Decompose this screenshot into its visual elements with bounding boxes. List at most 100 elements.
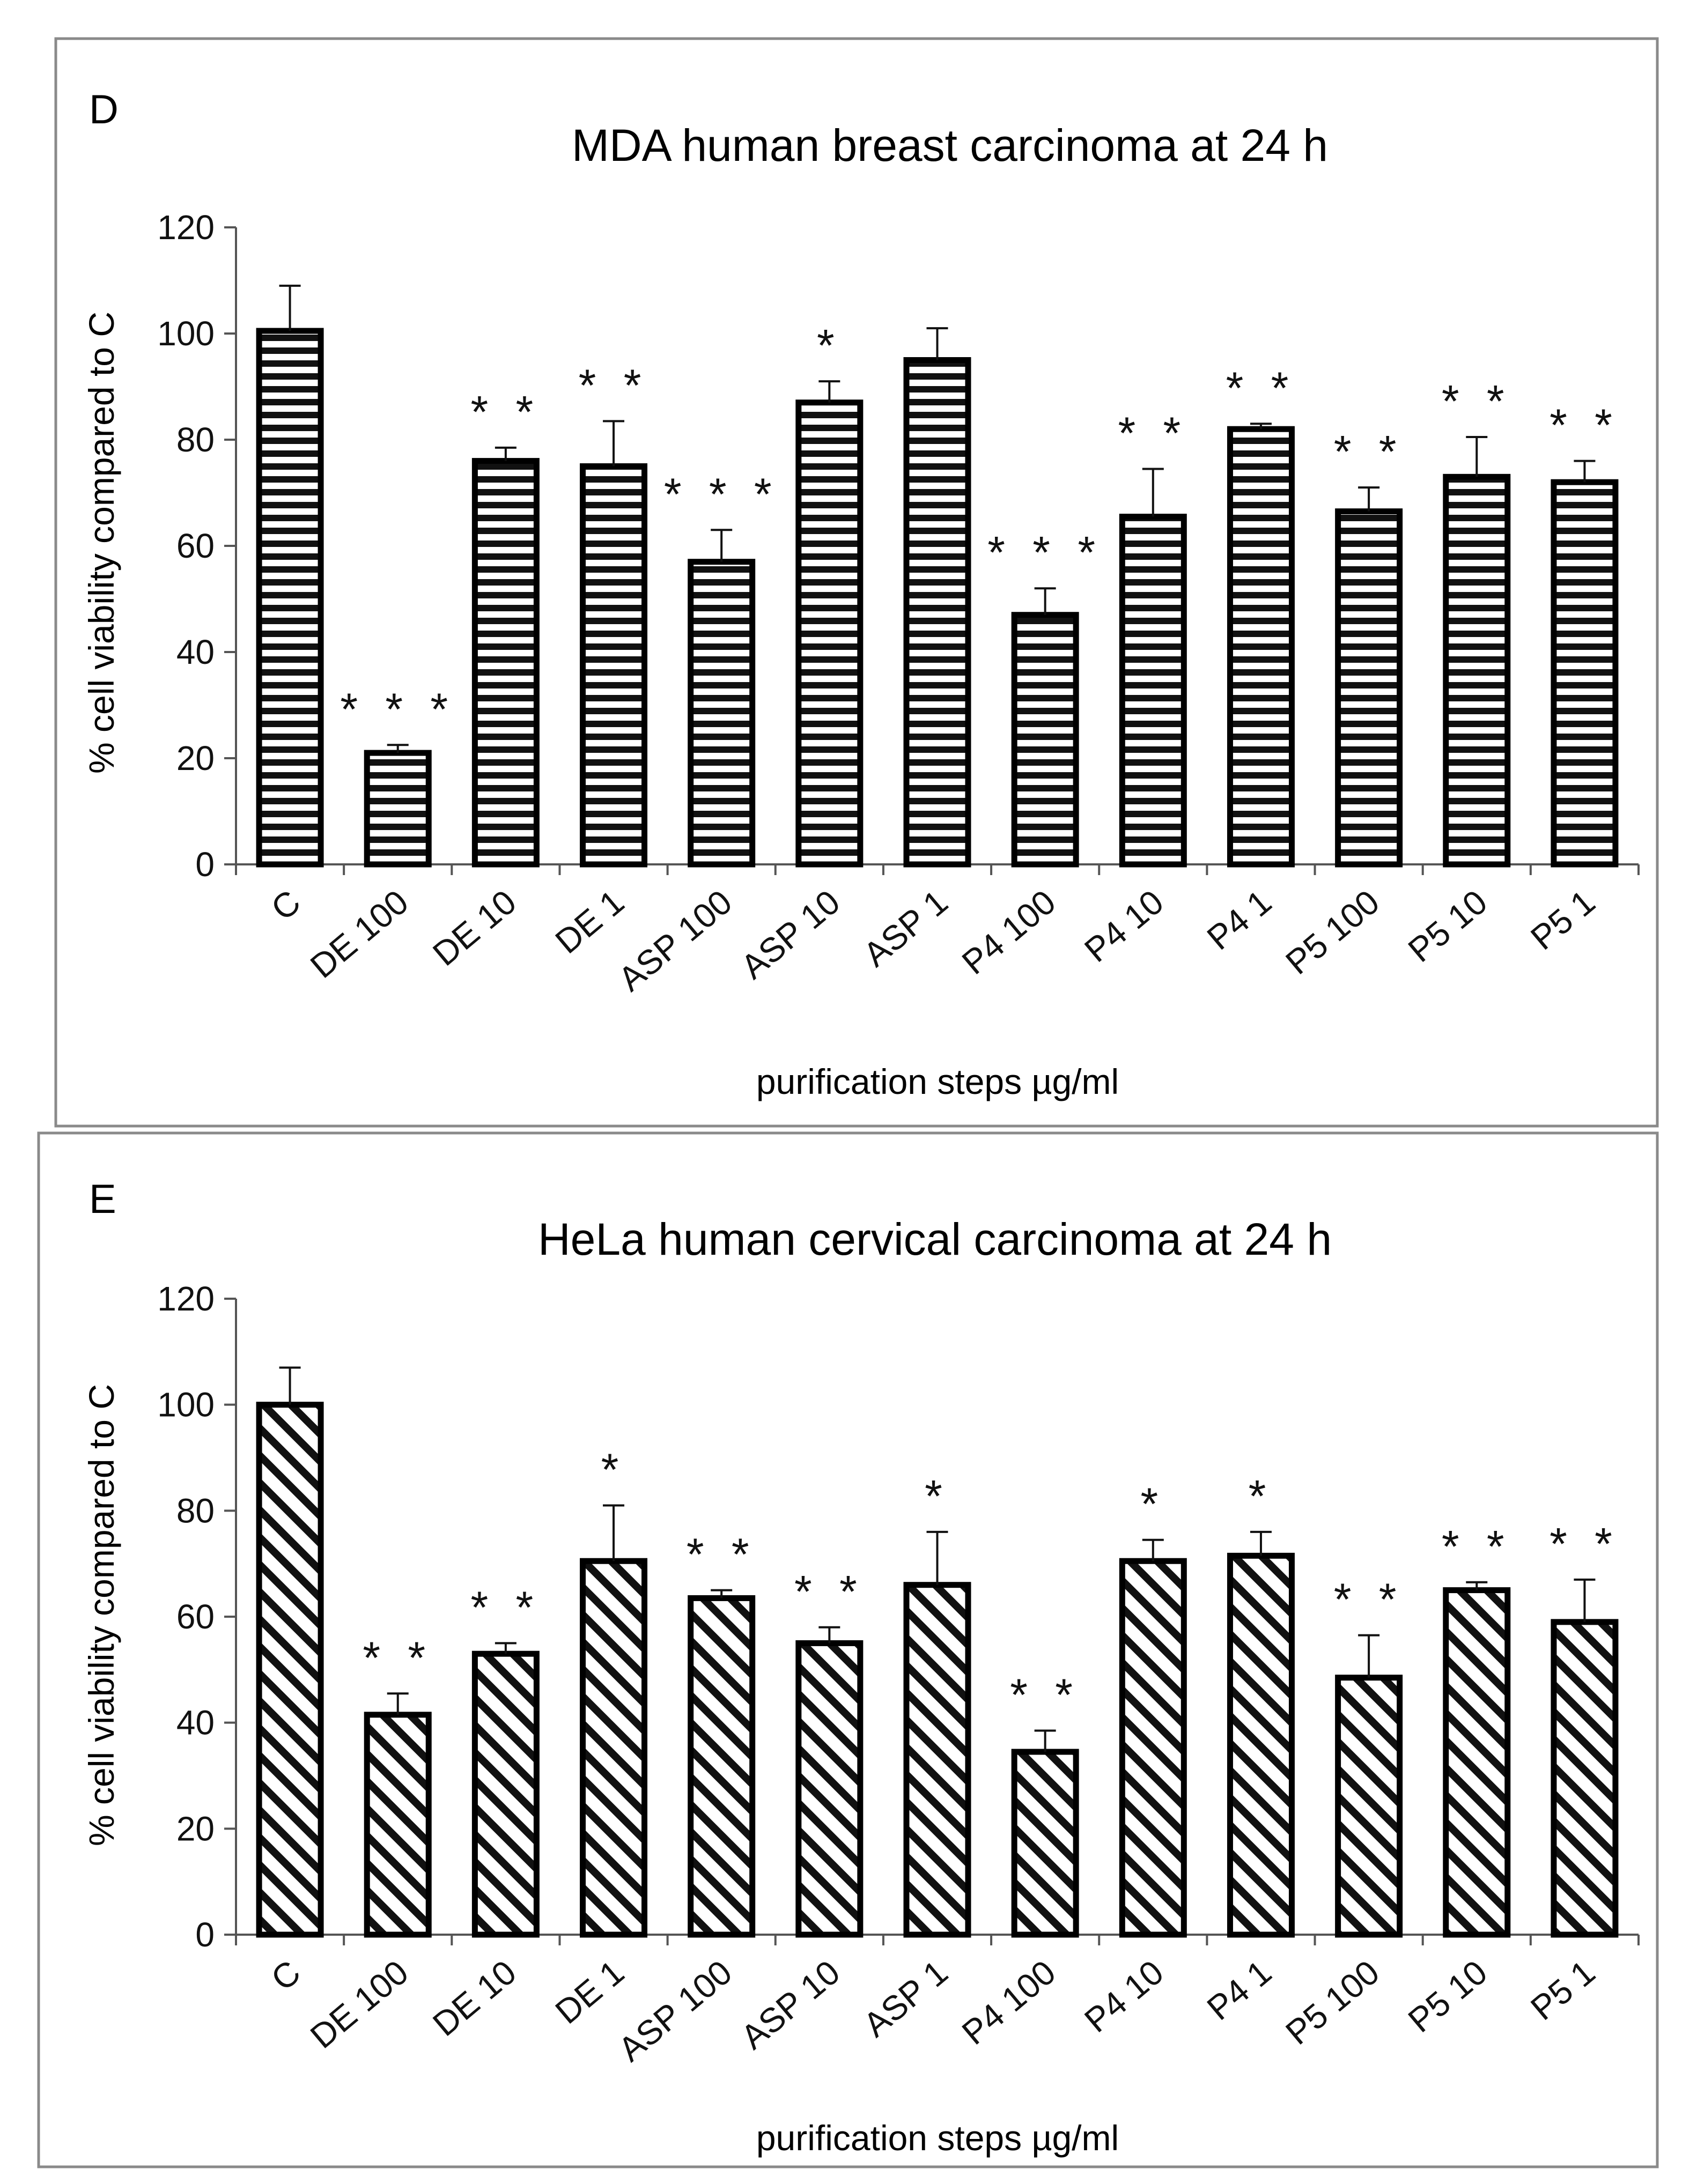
- bar: [1119, 514, 1187, 868]
- significance-label: * *: [363, 1632, 433, 1683]
- x-tick-label: P4 100: [955, 1953, 1063, 2053]
- bar: [1011, 1749, 1079, 1938]
- x-tick-label: DE 100: [303, 1953, 416, 2056]
- x-tick-label: P4 100: [955, 883, 1063, 982]
- x-tick-label: ASP 10: [734, 1953, 847, 2057]
- bar: [256, 1402, 324, 1938]
- bar: [1119, 1558, 1187, 1938]
- x-tick-label: P5 10: [1401, 883, 1494, 970]
- panel-d-title: MDA human breast carcinoma at 24 h: [572, 120, 1328, 171]
- significance-label: * *: [1118, 408, 1188, 458]
- x-tick-label: DE 10: [425, 883, 523, 973]
- bar: [256, 328, 324, 868]
- x-tick-label: DE 100: [303, 883, 416, 986]
- significance-label: * *: [471, 387, 541, 437]
- x-tick-label: P5 100: [1278, 1953, 1386, 2053]
- x-tick-label: P4 10: [1077, 883, 1170, 970]
- significance-label: * * *: [340, 684, 455, 734]
- x-tick-label: C: [264, 883, 308, 928]
- x-tick-label: ASP 1: [856, 883, 955, 974]
- panel-d-xlabel: purification steps µg/ml: [756, 1062, 1119, 1101]
- x-tick-label: ASP 10: [734, 883, 847, 987]
- x-tick-label: P5 1: [1523, 883, 1602, 958]
- bar: [795, 399, 864, 868]
- significance-label: * *: [1334, 1574, 1404, 1625]
- significance-label: *: [925, 1471, 950, 1521]
- bar: [903, 1582, 971, 1938]
- bar: [580, 1558, 648, 1938]
- panel-d-ylabel: % cell viability compared to C: [82, 312, 121, 774]
- y-tick-label: 40: [176, 633, 215, 671]
- y-tick-label: 20: [176, 1809, 215, 1848]
- y-tick-label: 80: [176, 1491, 215, 1530]
- x-tick-label: P5 1: [1523, 1953, 1602, 2028]
- bar: [688, 559, 756, 868]
- x-tick-label: ASP 100: [611, 1953, 739, 2069]
- panel-e-plot: 0 20 40 60 80 100 120 C * * DE 100 * * DE 10 * DE 1 * …: [157, 1279, 1640, 2069]
- y-tick-label: 60: [176, 1597, 215, 1636]
- chart-panel-d: D MDA human breast carcinoma at 24 h % c…: [54, 37, 1659, 1128]
- significance-label: * *: [794, 1566, 865, 1617]
- significance-label: *: [1249, 1471, 1274, 1521]
- y-tick-label: 0: [195, 845, 215, 884]
- significance-label: * * *: [987, 527, 1103, 578]
- x-tick-label: DE 10: [425, 1953, 523, 2044]
- significance-label: * *: [1334, 426, 1404, 477]
- bar: [1011, 612, 1079, 868]
- bar: [1335, 508, 1403, 868]
- bar: [471, 458, 540, 868]
- y-tick-label: 0: [195, 1915, 215, 1954]
- panel-e-xlabel: purification steps µg/ml: [756, 2118, 1119, 2158]
- bar: [1227, 426, 1295, 868]
- x-tick-label: DE 1: [548, 883, 631, 961]
- y-tick-label: 60: [176, 527, 215, 565]
- x-tick-label: P4 1: [1200, 883, 1279, 958]
- bar: [364, 1712, 432, 1938]
- significance-label: * * *: [664, 469, 779, 519]
- significance-label: * *: [471, 1582, 541, 1632]
- significance-label: * *: [1010, 1669, 1080, 1720]
- bar: [471, 1650, 540, 1938]
- significance-label: *: [1140, 1479, 1165, 1529]
- x-tick-label: C: [264, 1953, 308, 1998]
- bar: [903, 357, 971, 868]
- y-tick-label: 120: [157, 208, 215, 247]
- bar: [1443, 473, 1511, 868]
- y-tick-label: 120: [157, 1279, 215, 1318]
- significance-label: * *: [687, 1529, 757, 1580]
- bar: [1551, 1619, 1619, 1938]
- bar: [795, 1640, 864, 1938]
- significance-label: * *: [1550, 1519, 1620, 1569]
- significance-label: *: [817, 320, 842, 371]
- y-tick-label: 20: [176, 739, 215, 778]
- significance-label: * *: [579, 360, 649, 410]
- panel-d-label: D: [89, 87, 119, 132]
- bar: [1335, 1675, 1403, 1938]
- x-tick-label: P5 10: [1401, 1953, 1494, 2040]
- significance-label: *: [601, 1444, 626, 1494]
- chart-panel-e: E HeLa human cervical carcinoma at 24 h …: [37, 1131, 1659, 2168]
- x-tick-label: DE 1: [548, 1953, 631, 2032]
- bar: [1551, 479, 1619, 868]
- panel-e-frame: [37, 1131, 1659, 2168]
- panel-e-label: E: [89, 1176, 116, 1222]
- significance-label: * *: [1550, 400, 1620, 450]
- panel-e-ylabel: % cell viability compared to C: [82, 1384, 121, 1846]
- x-tick-label: P4 1: [1200, 1953, 1279, 2028]
- bar: [688, 1595, 756, 1938]
- panel-d-frame: [54, 37, 1659, 1128]
- bar: [580, 463, 648, 868]
- y-tick-label: 80: [176, 420, 215, 459]
- panel-d-plot: 0 20 40 60 80 100 120 C * * * DE 100 * * DE 10 * * DE…: [157, 208, 1640, 999]
- x-tick-label: P5 100: [1278, 883, 1386, 982]
- bar: [364, 750, 432, 868]
- significance-label: * *: [1226, 362, 1296, 413]
- y-tick-label: 40: [176, 1704, 215, 1742]
- y-tick-label: 100: [157, 1386, 215, 1424]
- significance-label: * *: [1442, 376, 1512, 426]
- x-tick-label: ASP 100: [611, 883, 739, 999]
- x-tick-label: P4 10: [1077, 1953, 1170, 2040]
- panel-e-title: HeLa human cervical carcinoma at 24 h: [538, 1214, 1332, 1264]
- bar: [1227, 1552, 1295, 1938]
